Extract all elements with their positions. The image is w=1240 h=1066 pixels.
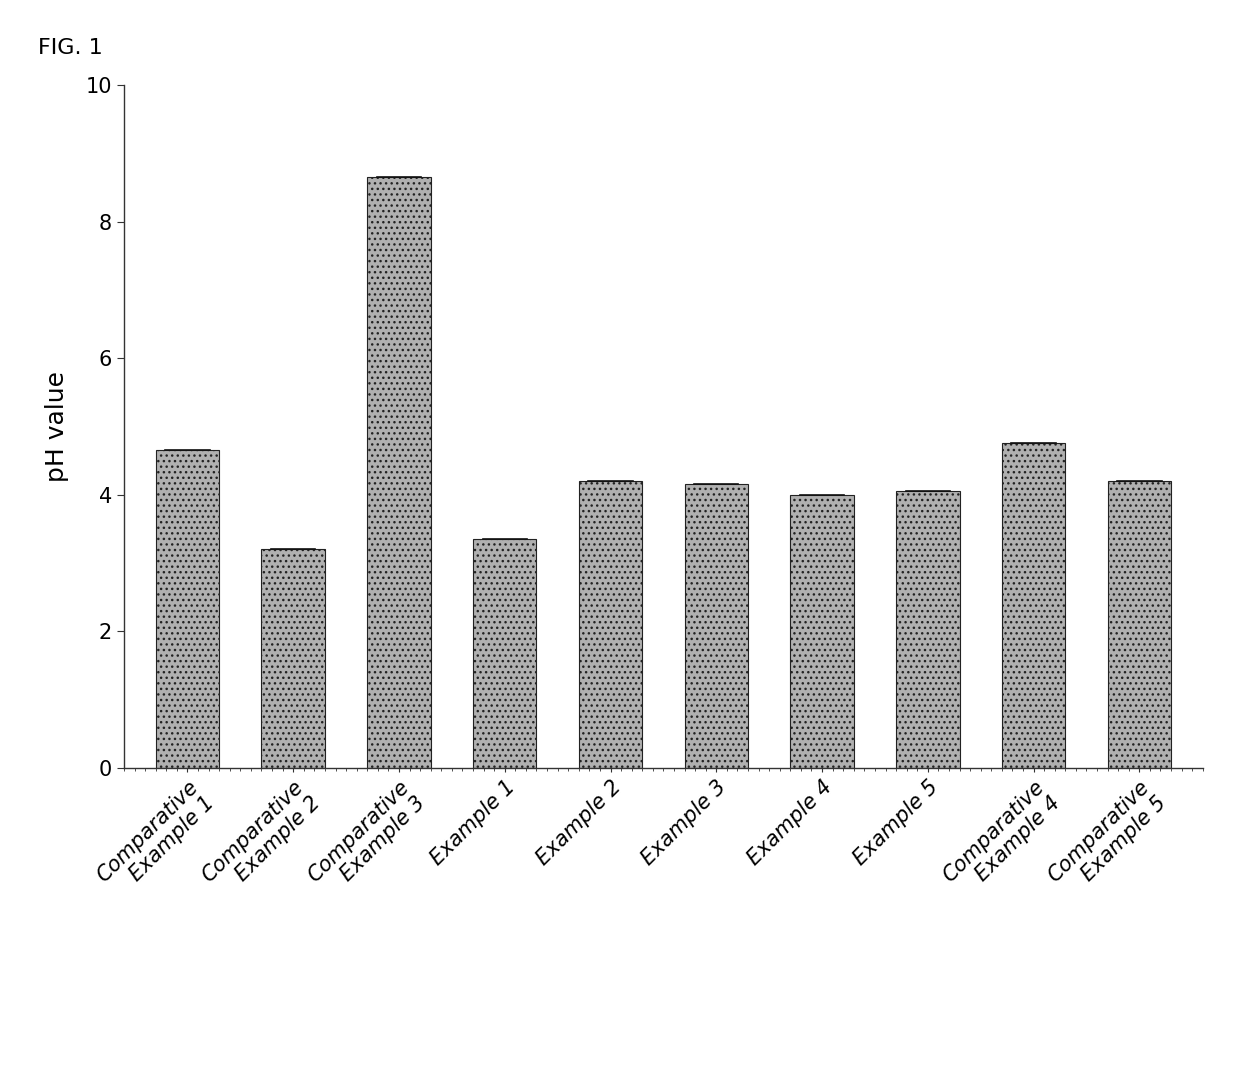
Bar [579, 481, 642, 768]
Bar [684, 484, 748, 768]
Bar [790, 495, 854, 768]
Bar [262, 549, 325, 768]
Bar [1107, 481, 1171, 768]
Bar [897, 491, 960, 768]
Bar [367, 177, 430, 768]
Bar [1002, 443, 1065, 768]
Bar [156, 450, 219, 768]
Bar [472, 539, 537, 768]
Y-axis label: pH value: pH value [45, 371, 69, 482]
Text: FIG. 1: FIG. 1 [37, 38, 103, 58]
